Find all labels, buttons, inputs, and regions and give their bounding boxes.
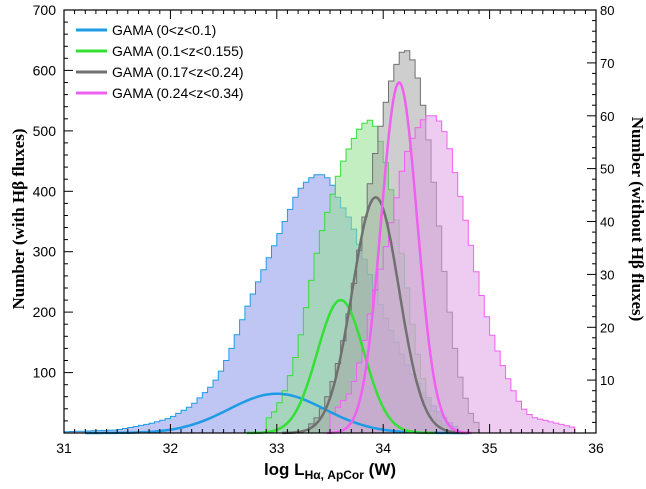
x-axis-label: log LHα, ApCor (W): [264, 460, 396, 482]
y-tick-label-left: 600: [33, 62, 57, 78]
gaussian-fit-3: [282, 196, 470, 435]
y-tick-label-right: 10: [600, 373, 614, 388]
legend-label-2: GAMA (0.1<z<0.155): [112, 43, 244, 59]
y-tick-label-right: 50: [600, 162, 614, 177]
x-tick-label: 33: [269, 440, 285, 456]
gaussian-fit-layer: [85, 81, 472, 435]
x-tick-label: 34: [375, 440, 391, 456]
y-tick-label-right: 40: [600, 215, 614, 230]
x-tick-label: 31: [56, 440, 72, 456]
x-tick-label: 32: [163, 440, 179, 456]
x-axis-label-main: log L: [264, 460, 305, 479]
x-axis-label-unit: (W): [364, 460, 396, 479]
legend-label-1: GAMA (0<z<0.1): [112, 22, 216, 38]
y-tick-label-right: 70: [600, 56, 614, 71]
y-tick-label-right: 60: [600, 109, 614, 124]
y-axis-label-left: Number (with Hβ fluxes): [9, 129, 28, 310]
y-tick-label-left: 700: [33, 2, 57, 18]
x-tick-label: 35: [482, 440, 498, 456]
axes-layer: 31 32 33 34 35 36 100 200 300 400 500 600 700 10 20 30 4…: [33, 2, 615, 456]
x-tick-label: 36: [588, 440, 604, 456]
y-tick-label-left: 400: [33, 183, 57, 199]
y-tick-label-left: 500: [33, 123, 57, 139]
legend: GAMA (0<z<0.1) GAMA (0.1<z<0.155) GAMA (0.…: [76, 22, 244, 101]
y-tick-label-right: 20: [600, 320, 614, 335]
y-tick-label-left: 100: [33, 365, 57, 381]
y-tick-label-left: 300: [33, 244, 57, 260]
y-tick-label-left: 200: [33, 304, 57, 320]
legend-label-4: GAMA (0.24<z<0.34): [112, 85, 244, 101]
y-axis-label-right: Number (without Hβ fluxes): [628, 117, 646, 322]
legend-label-3: GAMA (0.17<z<0.24): [112, 64, 244, 80]
histogram-series-4: [329, 115, 580, 434]
y-tick-label-right: 80: [600, 3, 614, 18]
y-tick-label-right: 30: [600, 267, 614, 282]
x-axis-label-subscript: Hα, ApCor: [305, 468, 365, 482]
gaussian-fit-2: [246, 298, 435, 435]
histogram-layer: [63, 50, 580, 434]
gaussian-fit-4: [326, 81, 472, 435]
